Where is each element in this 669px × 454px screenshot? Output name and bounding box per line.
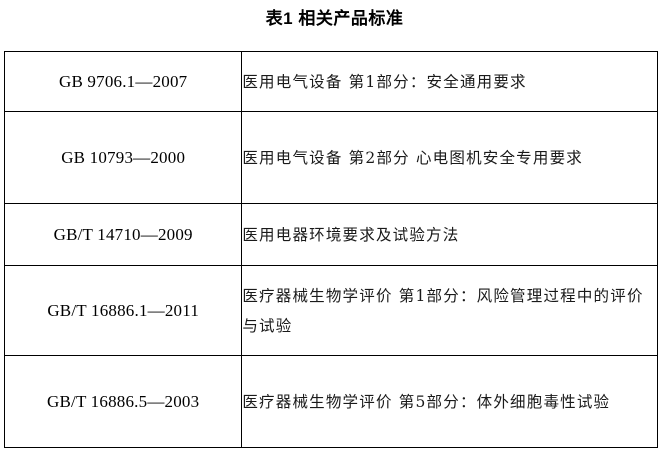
table-row: GB/T 14710—2009 医用电器环境要求及试验方法 [3,203,658,266]
standard-code-cell: GB/T 14710—2009 [3,203,243,266]
standard-code-cell: GB/T 16886.1—2011 [3,265,243,356]
table-row: GB 9706.1—2007 医用电气设备 第1部分：安全通用要求 [3,51,658,112]
related-product-standards-table: GB 9706.1—2007 医用电气设备 第1部分：安全通用要求 GB 107… [3,51,658,448]
table-row: GB/T 16886.5—2003 医疗器械生物学评价 第5部分：体外细胞毒性试… [3,355,658,448]
standard-title-cell: 医用电气设备 第1部分：安全通用要求 [241,51,658,112]
standard-title-cell: 医疗器械生物学评价 第1部分：风险管理过程中的评价与试验 [241,265,658,356]
standard-code-cell: GB/T 16886.5—2003 [3,355,243,448]
standard-title-cell: 医疗器械生物学评价 第5部分：体外细胞毒性试验 [241,355,658,448]
standard-code-cell: GB 9706.1—2007 [3,51,243,112]
table-row: GB 10793—2000 医用电气设备 第2部分 心电图机安全专用要求 [3,111,658,204]
standard-title-cell: 医用电气设备 第2部分 心电图机安全专用要求 [241,111,658,204]
table-caption: 表1 相关产品标准 [265,9,404,28]
standard-code-cell: GB 10793—2000 [3,111,243,204]
table-row: GB/T 16886.1—2011 医疗器械生物学评价 第1部分：风险管理过程中… [3,265,658,356]
standard-title-cell: 医用电器环境要求及试验方法 [241,203,658,266]
table-body: GB 9706.1—2007 医用电气设备 第1部分：安全通用要求 GB 107… [3,51,658,448]
